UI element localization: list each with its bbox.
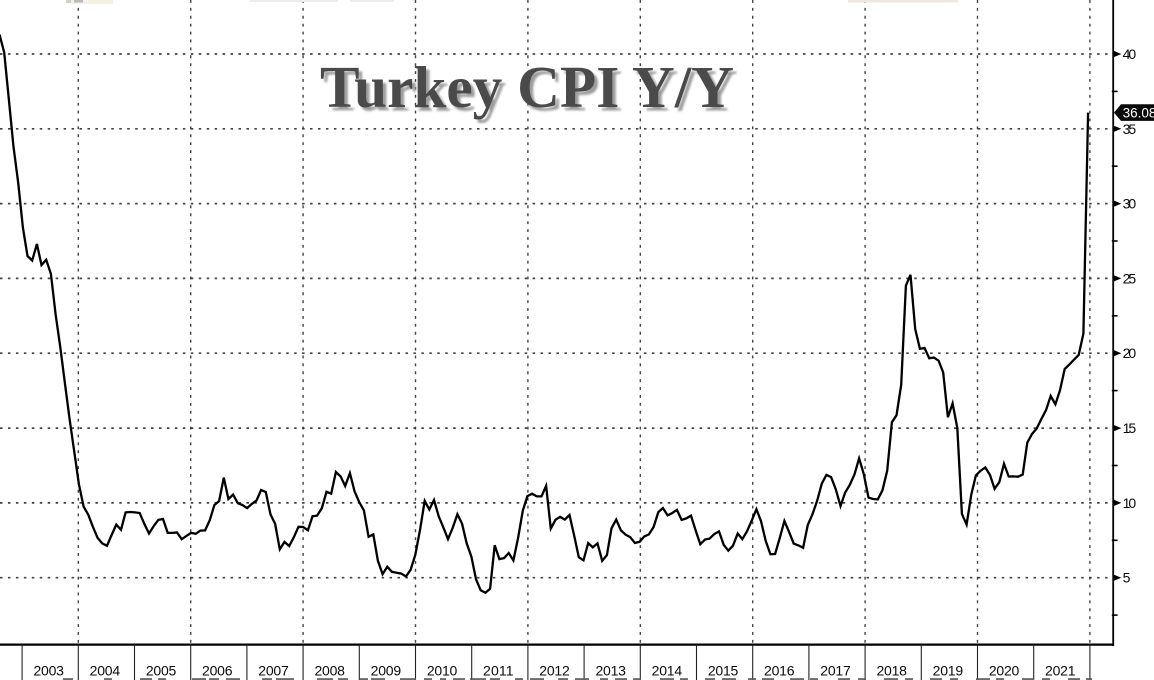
svg-text:10: 10	[1123, 495, 1137, 511]
svg-text:30: 30	[1123, 196, 1137, 212]
svg-text:20: 20	[1123, 345, 1137, 361]
svg-text:2007: 2007	[258, 663, 289, 679]
svg-text:2018: 2018	[876, 663, 907, 679]
svg-text:2020: 2020	[989, 663, 1020, 679]
svg-text:25: 25	[1123, 270, 1137, 286]
svg-text:2003: 2003	[33, 663, 64, 679]
svg-text:2008: 2008	[314, 663, 345, 679]
svg-text:15: 15	[1123, 420, 1137, 436]
svg-text:2004: 2004	[90, 663, 121, 679]
svg-text:5: 5	[1123, 570, 1131, 586]
svg-text:2009: 2009	[371, 663, 402, 679]
svg-text:2011: 2011	[483, 663, 514, 679]
svg-text:2016: 2016	[764, 663, 795, 679]
svg-text:2019: 2019	[933, 663, 964, 679]
svg-text:2015: 2015	[708, 663, 739, 679]
svg-text:2017: 2017	[820, 663, 851, 679]
svg-text:2005: 2005	[146, 663, 177, 679]
svg-text:36.08: 36.08	[1123, 106, 1154, 121]
svg-text:2010: 2010	[427, 663, 458, 679]
svg-text:2014: 2014	[652, 663, 683, 679]
svg-text:2012: 2012	[539, 663, 570, 679]
svg-text:2006: 2006	[202, 663, 233, 679]
svg-text:2021: 2021	[1045, 663, 1076, 679]
svg-text:35: 35	[1123, 121, 1137, 137]
svg-text:Turkey CPI Y/Y: Turkey CPI Y/Y	[320, 54, 734, 120]
svg-text:40: 40	[1123, 46, 1137, 62]
svg-text:2013: 2013	[595, 663, 626, 679]
